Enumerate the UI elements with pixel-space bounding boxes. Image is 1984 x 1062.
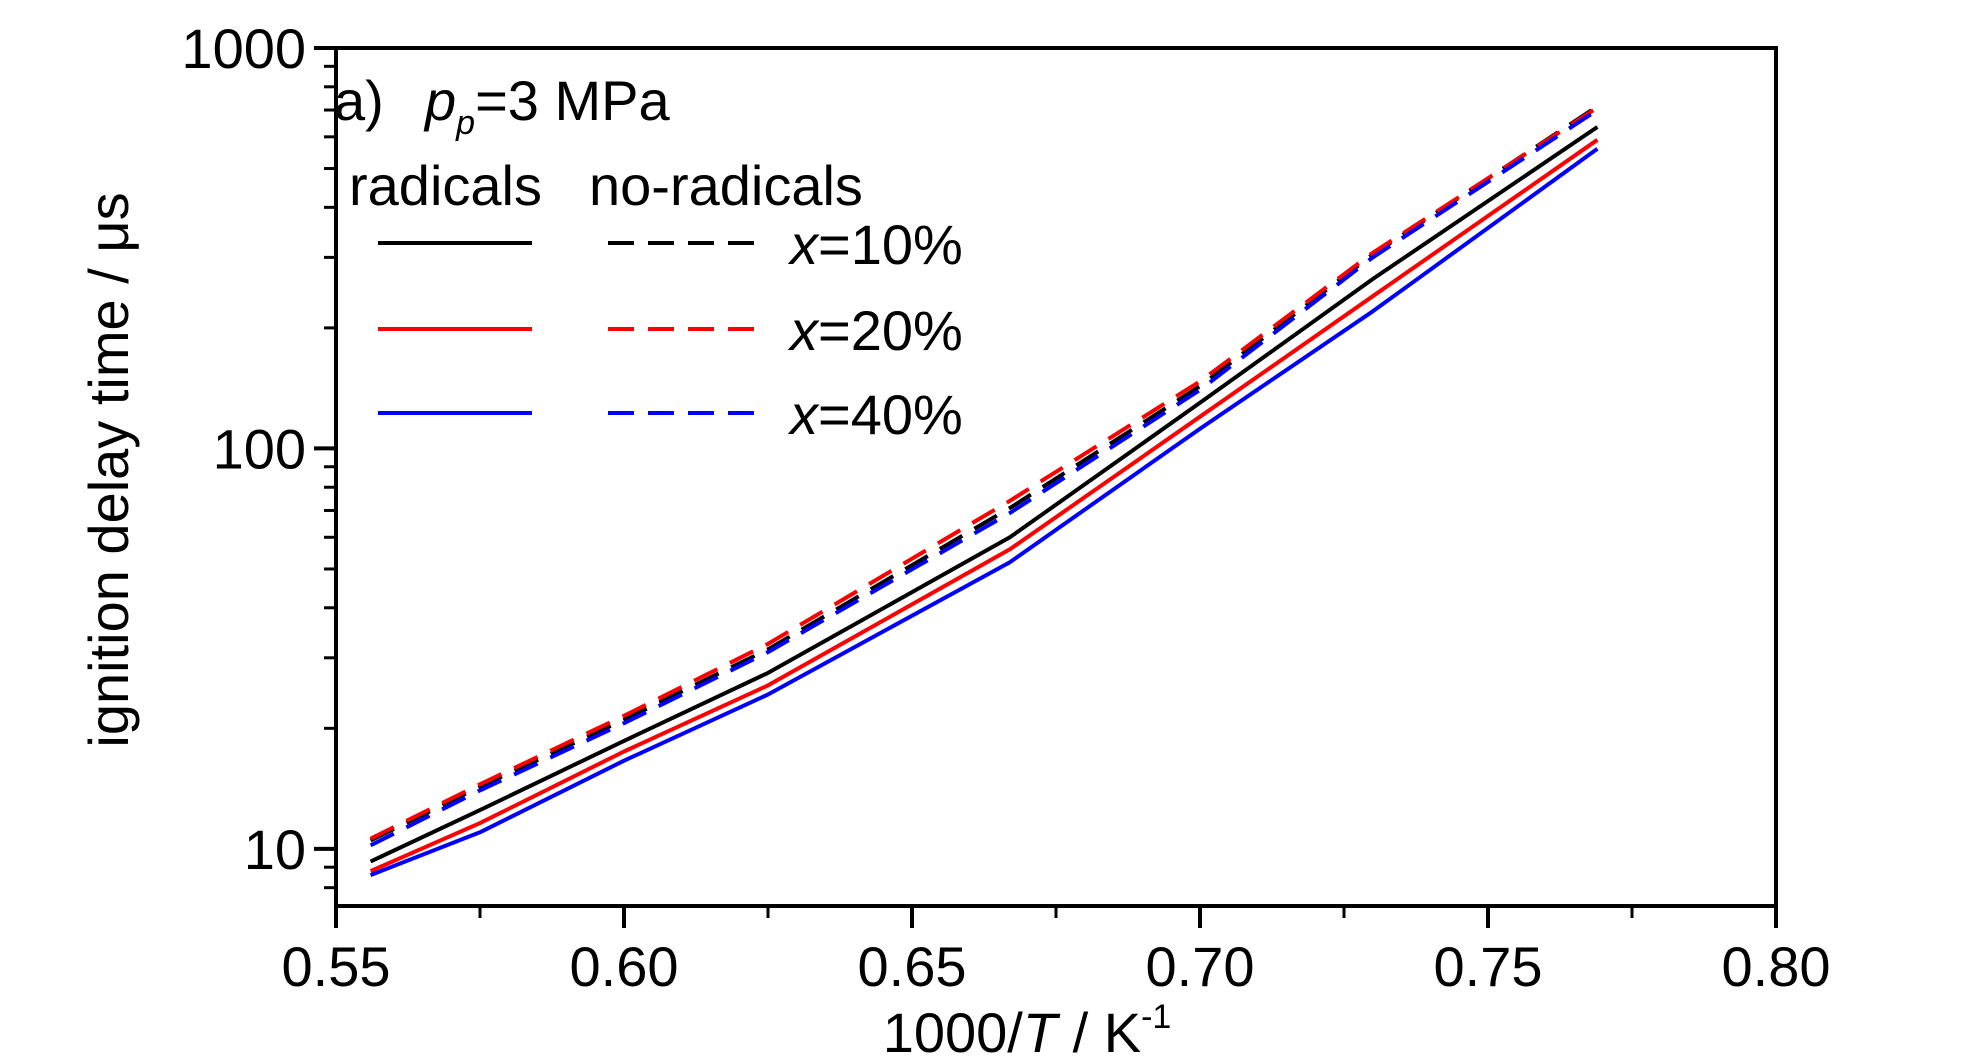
legend: radicals no-radicals x=10%x=20%x=40% xyxy=(349,154,963,446)
condition-subscript: p xyxy=(455,104,475,142)
x-axis-title-variable: T xyxy=(1023,1001,1061,1062)
condition-label: pp=3 MPa xyxy=(423,69,670,142)
series-line xyxy=(369,105,1599,841)
condition-variable: p xyxy=(423,69,456,132)
legend-entry-label: x=40% xyxy=(787,383,963,446)
x-axis-title: 1000/T / K-1 xyxy=(883,998,1172,1062)
legend-entry-value: =40% xyxy=(818,383,963,446)
legend-entry-value: =20% xyxy=(818,299,963,362)
x-tick-label: 0.75 xyxy=(1434,935,1543,998)
x-axis-title-exponent: -1 xyxy=(1141,998,1171,1036)
series-line xyxy=(369,108,1599,848)
axis-titles: ignition delay time / μs 1000/T / K-1 xyxy=(77,192,1171,1062)
legend-entry-variable: x xyxy=(787,213,820,276)
x-axis: 0.55 0.60 0.65 0.70 0.75 0.80 xyxy=(282,906,1831,998)
x-axis-title-units: / K xyxy=(1057,1001,1141,1062)
legend-entry-label: x=20% xyxy=(787,299,963,362)
legend-entry-variable: x xyxy=(787,383,820,446)
y-tick-label: 10 xyxy=(244,818,306,881)
series-line xyxy=(369,138,1599,873)
panel-label: a) xyxy=(334,69,384,132)
condition-value: =3 MPa xyxy=(475,69,670,132)
legend-entry-variable: x xyxy=(787,299,820,362)
series-line xyxy=(369,104,1599,843)
legend-header-radicals: radicals xyxy=(349,154,542,217)
y-axis-title: ignition delay time / μs xyxy=(77,192,140,747)
legend-entry-label: x=10% xyxy=(787,213,963,276)
x-tick-label: 0.65 xyxy=(858,935,967,998)
x-tick-label: 0.60 xyxy=(570,935,679,998)
y-tick-label: 1000 xyxy=(181,17,306,80)
y-tick-label: 100 xyxy=(213,417,306,480)
series-line xyxy=(369,147,1599,877)
legend-header-no-radicals: no-radicals xyxy=(589,154,863,217)
x-axis-title-prefix: 1000/ xyxy=(883,1001,1024,1062)
annotations: a) pp=3 MPa xyxy=(334,69,670,142)
series-layer xyxy=(369,104,1599,877)
x-tick-label: 0.70 xyxy=(1146,935,1255,998)
y-axis: 10 100 1000 xyxy=(181,17,336,890)
x-tick-label: 0.55 xyxy=(282,935,391,998)
series-line xyxy=(369,125,1599,864)
legend-entry-value: =10% xyxy=(818,213,963,276)
x-tick-label: 0.80 xyxy=(1722,935,1831,998)
